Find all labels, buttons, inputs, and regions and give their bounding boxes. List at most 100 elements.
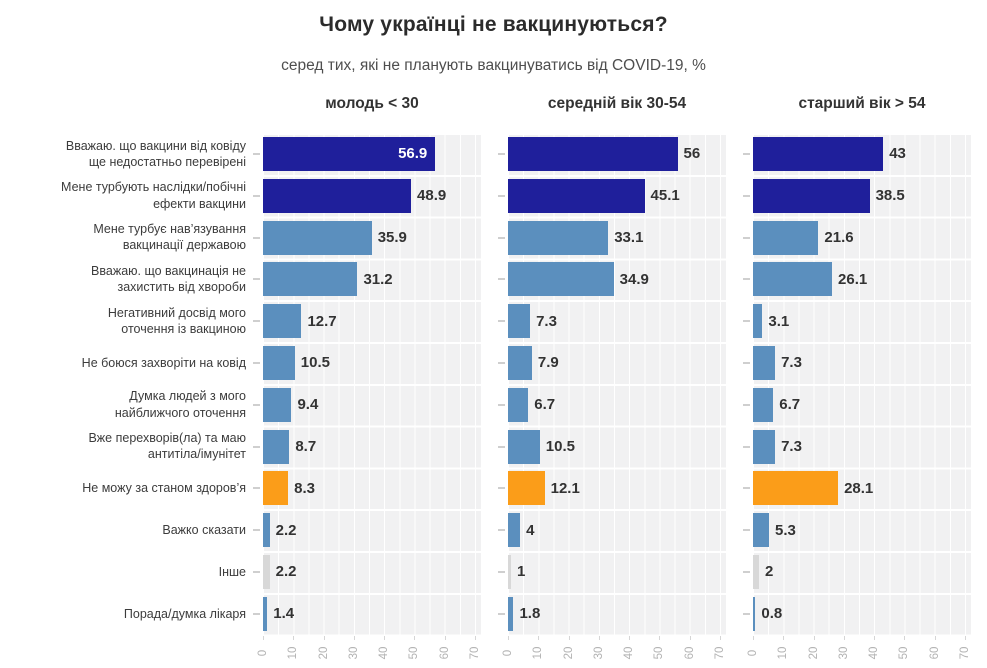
category-labels: Вважаю. що вакцини від ковіду ще недоста…: [0, 133, 246, 635]
axis-tick: [353, 636, 355, 640]
category-label: Мене турбують наслідки/побічні ефекти ва…: [61, 180, 246, 211]
axis-tick-label: 70: [713, 646, 726, 660]
row-tick-mark: [743, 529, 750, 532]
bar-row: 21.6: [743, 217, 971, 259]
value-label: 12.1: [550, 479, 580, 497]
category-label: Важко сказати: [162, 522, 246, 537]
bar-row: 34.9: [498, 258, 726, 300]
bar: [263, 178, 412, 213]
row-tick-mark: [743, 487, 750, 490]
value-label: 45.1: [650, 187, 680, 205]
row-tick-mark: [253, 194, 260, 197]
bar-row: 26.1: [743, 258, 971, 300]
category-label: Вважаю. що вакцинація не захистить від х…: [91, 264, 246, 295]
bar: [753, 178, 870, 213]
value-label: 8.7: [295, 437, 317, 455]
value-label: 10.5: [545, 437, 575, 455]
row-tick-mark: [498, 403, 505, 406]
row-tick-mark: [498, 529, 505, 532]
x-axis: 0 10 20 30 40 50 60 70: [257, 636, 481, 666]
value-label: 7.3: [536, 312, 557, 330]
axis-tick-label: 40: [868, 646, 881, 660]
bar-row: 5.3: [743, 509, 971, 551]
bar: [753, 429, 776, 464]
bar-row: 8.7: [253, 426, 481, 468]
value-label: 2.2: [275, 563, 297, 581]
value-label: 34.9: [619, 270, 649, 288]
bar-row: 28.1: [743, 467, 971, 509]
row-tick-mark: [743, 403, 750, 406]
axis-tick: [323, 636, 325, 640]
bar-row: 2.2: [253, 551, 481, 593]
axis-tick: [964, 636, 966, 640]
axis-tick: [538, 636, 540, 640]
value-label: 1: [517, 563, 526, 581]
row-tick-mark: [498, 153, 505, 155]
axis-tick-label: 0: [502, 649, 514, 657]
bar-row: 2.2: [253, 509, 481, 551]
bar-row: 3.1: [743, 300, 971, 342]
axis-tick-label: 0: [747, 649, 759, 657]
row-tick-mark: [743, 194, 750, 197]
bar-row: 7.3: [743, 426, 971, 468]
value-label: 56: [683, 145, 701, 163]
category-label: Думка людей з мого найближчого оточення: [114, 389, 246, 420]
bar: [508, 137, 678, 171]
value-label: 6.7: [534, 396, 556, 414]
axis-tick-label: 60: [928, 646, 941, 660]
panel-header-middle: середній вік 30-54: [547, 95, 687, 112]
value-label: 12.7: [307, 312, 337, 330]
panel-header-young: молодь < 30: [325, 95, 419, 112]
value-label: 56.9: [398, 145, 428, 163]
axis-tick: [689, 636, 691, 640]
axis-tick-label: 50: [653, 646, 666, 660]
bar-panel-older: 43 38.5 21.6 26.1 3.1 7.3 6.7 7.3 28.1 5.3 2 0.8 0 10…: [743, 133, 971, 659]
axis-tick: [474, 636, 476, 640]
row-tick-mark: [253, 529, 260, 532]
bar: [753, 387, 774, 422]
row-tick-mark: [253, 320, 260, 323]
row-tick-mark: [498, 278, 505, 281]
bar: [508, 596, 514, 631]
bar: [753, 220, 819, 255]
axis-tick-label: 60: [438, 646, 451, 660]
bar: [508, 345, 532, 380]
axis-tick-label: 40: [378, 646, 391, 660]
row-tick-mark: [253, 403, 260, 406]
bar-row: 45.1: [498, 175, 726, 217]
bar: [508, 387, 529, 422]
axis-tick: [719, 636, 721, 640]
axis-tick-label: 0: [257, 649, 269, 657]
axis-tick-label: 70: [468, 646, 481, 660]
row-tick-mark: [498, 320, 505, 323]
axis-tick: [508, 636, 509, 640]
bar: [753, 262, 833, 297]
axis-tick-label: 10: [532, 646, 545, 660]
bar: [508, 471, 545, 506]
bar-row: 8.3: [253, 467, 481, 509]
value-label: 6.7: [779, 396, 801, 414]
value-label: 31.2: [363, 270, 393, 288]
bar-row: 6.7: [498, 384, 726, 426]
bar: [508, 429, 540, 464]
row-tick-mark: [743, 320, 750, 323]
bar: [263, 596, 268, 631]
axis-tick: [384, 636, 386, 640]
axis-tick: [874, 636, 876, 640]
axis-tick: [263, 636, 264, 640]
bar: [508, 178, 645, 213]
row-tick-mark: [743, 236, 750, 239]
axis-tick: [293, 636, 295, 640]
axis-tick: [414, 636, 416, 640]
axis-tick: [659, 636, 661, 640]
bar: [508, 304, 531, 339]
bar: [263, 554, 270, 589]
value-label: 7.9: [537, 354, 559, 372]
axis-tick: [598, 636, 600, 640]
row-tick-mark: [253, 445, 260, 448]
axis-tick-label: 20: [807, 646, 820, 660]
bar: [753, 596, 756, 631]
axis-tick-label: 50: [408, 646, 421, 660]
bar-row: 12.1: [498, 467, 726, 509]
value-label: 35.9: [377, 228, 407, 246]
